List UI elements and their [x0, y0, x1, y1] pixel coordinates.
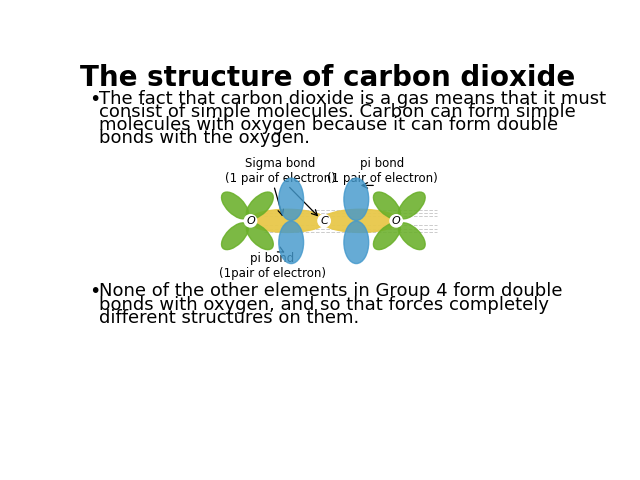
Text: Sigma bond
(1 pair of electron): Sigma bond (1 pair of electron): [225, 156, 335, 185]
Text: molecules with oxygen because it can form double: molecules with oxygen because it can for…: [99, 116, 557, 134]
Ellipse shape: [246, 223, 273, 250]
Text: None of the other elements in Group 4 form double: None of the other elements in Group 4 fo…: [99, 282, 562, 300]
Text: different structures on them.: different structures on them.: [99, 309, 359, 326]
Text: bonds with oxygen, and so that forces completely: bonds with oxygen, and so that forces co…: [99, 296, 548, 313]
Circle shape: [244, 215, 257, 227]
Text: C: C: [320, 216, 328, 226]
Ellipse shape: [373, 223, 401, 250]
Circle shape: [390, 215, 403, 227]
Text: pi bond
(1 pair of electron): pi bond (1 pair of electron): [327, 156, 438, 185]
Text: bonds with the oxygen.: bonds with the oxygen.: [99, 129, 310, 147]
Ellipse shape: [344, 178, 369, 220]
Ellipse shape: [398, 192, 425, 219]
Ellipse shape: [279, 221, 303, 264]
Ellipse shape: [221, 192, 248, 219]
Circle shape: [318, 215, 330, 227]
Ellipse shape: [398, 223, 425, 250]
Ellipse shape: [321, 209, 399, 232]
Ellipse shape: [373, 192, 401, 219]
Text: •: •: [90, 90, 100, 109]
Text: O: O: [246, 216, 255, 226]
Text: pi bond
(1pair of electron): pi bond (1pair of electron): [219, 252, 326, 280]
Ellipse shape: [344, 221, 369, 264]
Text: consist of simple molecules. Carbon can form simple: consist of simple molecules. Carbon can …: [99, 103, 575, 121]
Ellipse shape: [221, 223, 248, 250]
Text: The structure of carbon dioxide: The structure of carbon dioxide: [81, 64, 575, 92]
Ellipse shape: [246, 192, 273, 219]
Text: The fact that carbon dioxide is a gas means that it must: The fact that carbon dioxide is a gas me…: [99, 90, 605, 108]
Text: •: •: [90, 282, 100, 301]
Ellipse shape: [248, 209, 326, 232]
Text: O: O: [392, 216, 401, 226]
Ellipse shape: [279, 178, 303, 220]
